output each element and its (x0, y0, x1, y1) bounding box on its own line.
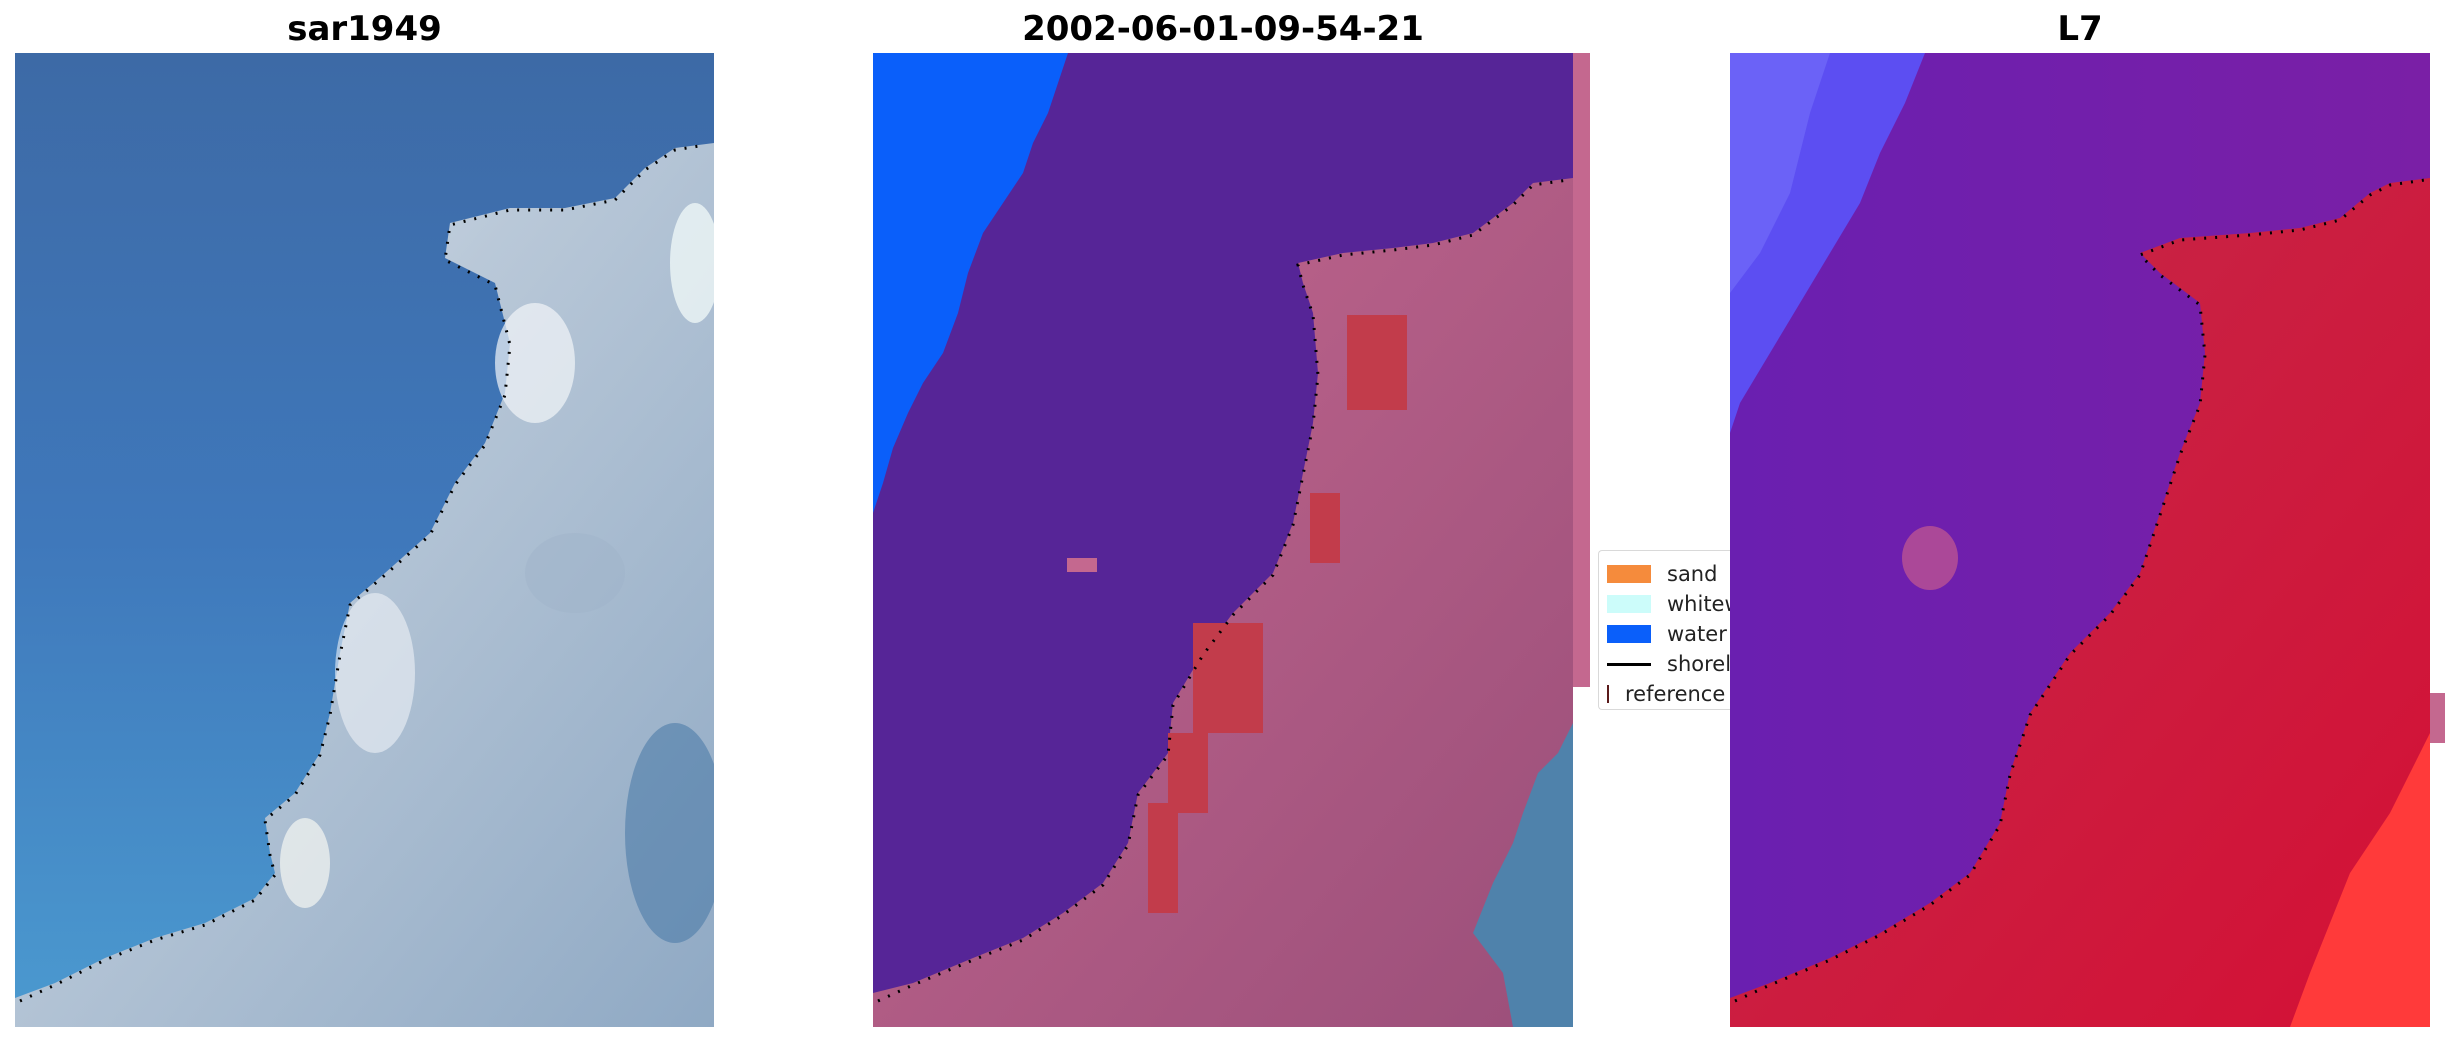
legend-swatch-sand (1607, 565, 1651, 583)
l7-index-image (1730, 53, 2445, 1027)
panel-title-sensor: L7 (2057, 9, 2103, 49)
reference-region-2 (1310, 493, 1340, 563)
reference-region-3 (1193, 623, 1263, 733)
legend-label-water: water (1667, 622, 1727, 646)
panel-title-rgb: sar1949 (287, 9, 442, 49)
detected-shoreline (19, 143, 706, 1003)
legend-line-shoreline (1607, 662, 1651, 666)
class-whitewater (1473, 723, 1573, 1027)
classification-image (873, 53, 1590, 1027)
detected-shoreline (877, 178, 1569, 1003)
rgb-satellite-image (15, 53, 714, 1027)
panel-title-classification: 2002-06-01-09-54-21 (1022, 9, 1424, 49)
legend-item-water: water (1607, 619, 1730, 649)
legend-item-sand: sand (1607, 559, 1730, 589)
legend-swatch-whitewater (1607, 595, 1651, 613)
legend-item-reference-shoreline: reference shoreline (1607, 679, 1730, 709)
legend-label-sand: sand (1667, 562, 1718, 586)
legend-label-reference-shoreline: reference shoreline (1625, 682, 1730, 706)
legend-swatch-reference (1607, 685, 1609, 703)
index-bright-land (2290, 733, 2430, 1027)
legend-swatch-water (1607, 625, 1651, 643)
reference-region-1 (1347, 315, 1407, 410)
reference-region-4 (1168, 733, 1208, 813)
index-land (1730, 178, 2430, 1027)
legend-label-shoreline: shoreline (1667, 652, 1730, 676)
reference-region-5 (1148, 803, 1178, 913)
class-water (873, 53, 1068, 513)
legend-item-shoreline: shoreline (1607, 649, 1730, 679)
